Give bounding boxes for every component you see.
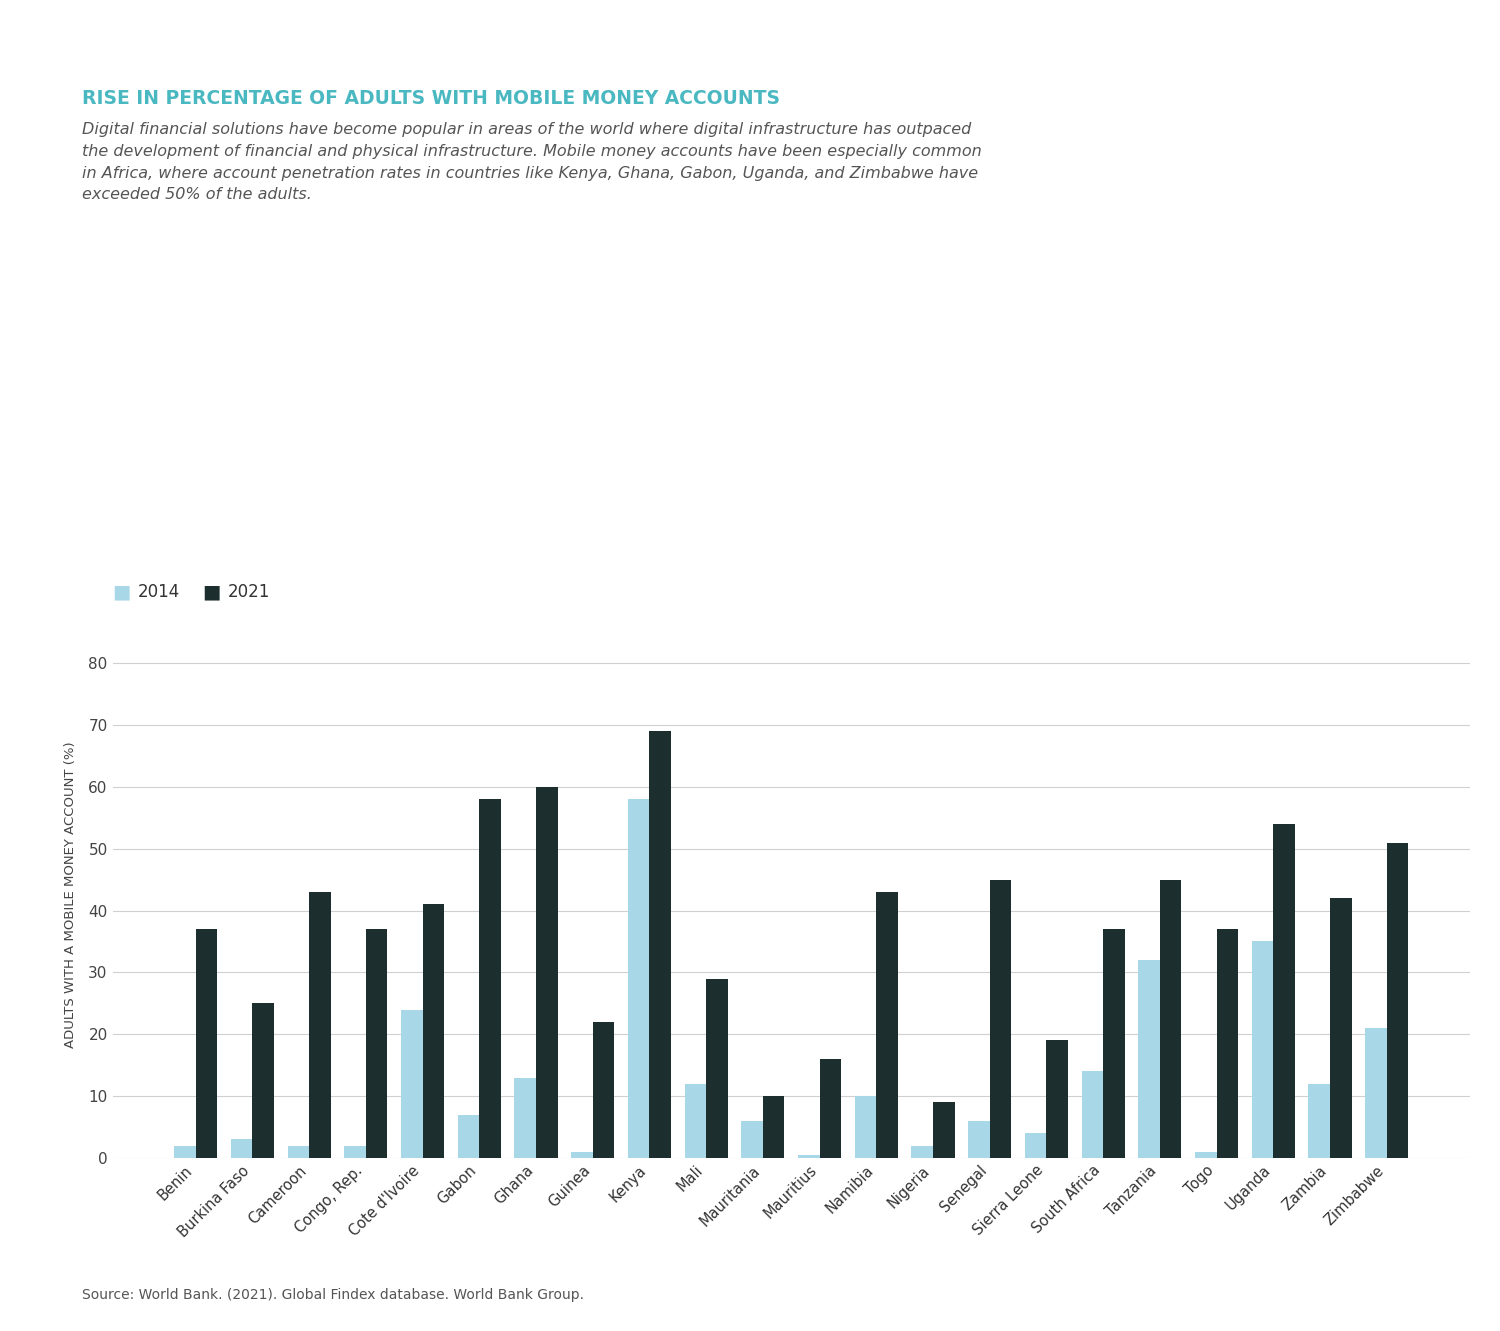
Bar [1274,824,1294,1158]
Text: RISE IN PERCENTAGE OF ADULTS WITH MOBILE MONEY ACCOUNTS: RISE IN PERCENTAGE OF ADULTS WITH MOBILE… [82,89,780,108]
Bar [1308,1083,1330,1158]
Bar [400,1009,423,1158]
Bar [252,1004,274,1158]
Y-axis label: ADULTS WITH A MOBILE MONEY ACCOUNT (%): ADULTS WITH A MOBILE MONEY ACCOUNT (%) [64,741,76,1049]
Bar [514,1078,535,1158]
Text: 2021: 2021 [228,583,270,602]
Bar [764,1097,784,1158]
Bar [1102,929,1125,1158]
Bar [288,1146,309,1158]
Bar [798,1155,819,1158]
Bar [933,1102,954,1158]
Bar [309,892,330,1158]
Bar [458,1114,480,1158]
Text: ■: ■ [112,583,130,602]
Bar [572,1151,592,1158]
Text: FIGURE 19: FIGURE 19 [33,19,156,40]
Bar [1138,960,1160,1158]
Bar [1024,1133,1047,1158]
Bar [968,1121,990,1158]
Text: 2014: 2014 [138,583,180,602]
Bar [480,799,501,1158]
Bar [1216,929,1237,1158]
Bar [990,880,1011,1158]
Bar [876,892,898,1158]
Bar [1082,1071,1102,1158]
Bar [819,1059,842,1158]
Bar [1196,1151,1216,1158]
Bar [650,731,670,1158]
Bar [231,1139,252,1158]
Text: Source: World Bank. (2021). Global Findex database. World Bank Group.: Source: World Bank. (2021). Global Finde… [82,1287,585,1302]
Text: ■: ■ [202,583,220,602]
Bar [174,1146,196,1158]
Bar [345,1146,366,1158]
Bar [684,1083,706,1158]
Bar [423,904,444,1158]
Bar [741,1121,764,1158]
Bar [196,929,217,1158]
Bar [1386,843,1408,1158]
Bar [536,787,558,1158]
Bar [912,1146,933,1158]
Bar [628,799,650,1158]
Bar [855,1097,876,1158]
Bar [1160,880,1182,1158]
Bar [366,929,387,1158]
Bar [592,1022,615,1158]
Bar [706,978,728,1158]
Bar [1047,1041,1068,1158]
Bar [1330,898,1352,1158]
Bar [1252,941,1274,1158]
Text: Digital financial solutions have become popular in areas of the world where digi: Digital financial solutions have become … [82,122,982,202]
Bar [1365,1028,1386,1158]
